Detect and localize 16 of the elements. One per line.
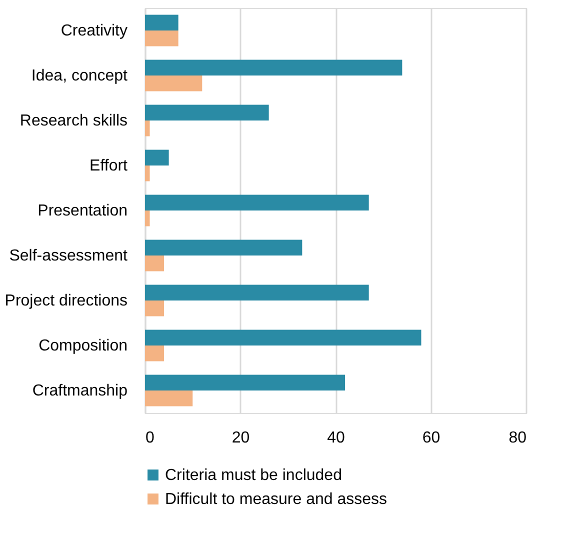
x-tick-label: 40 <box>327 430 345 446</box>
legend-label: Difficult to measure and assess <box>165 491 388 508</box>
x-tick-label: 0 <box>146 430 154 446</box>
y-tick-label: Composition <box>38 338 128 354</box>
y-tick-label: Effort <box>90 158 128 174</box>
y-tick-label: Project directions <box>4 292 128 310</box>
y-tick-label: Creativity <box>60 22 128 40</box>
y-tick-label: Presentation <box>38 202 128 220</box>
x-tick-label: 80 <box>508 430 527 446</box>
y-tick-label: Idea, concept <box>31 68 128 84</box>
x-tick-label: 60 <box>422 430 440 446</box>
y-tick-label: Research skills <box>20 112 128 130</box>
x-tick-label: 20 <box>232 430 250 446</box>
legend-label: Criteria must be included <box>165 467 342 484</box>
y-tick-label: Craftmanship <box>32 382 128 400</box>
y-tick-label: Self-assessment <box>9 248 128 264</box>
